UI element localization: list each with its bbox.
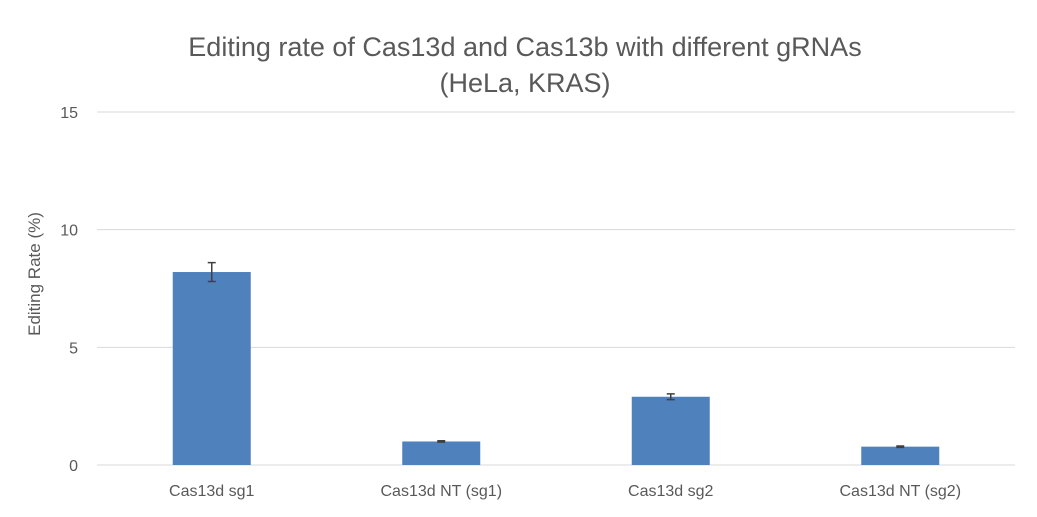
bars [172, 272, 940, 465]
error-bar-3 [896, 445, 905, 449]
x-tick-label-2: Cas13d sg2 [628, 483, 713, 500]
bar-3 [861, 446, 940, 465]
x-tick-label-3: Cas13d NT (sg2) [839, 483, 961, 500]
y-tick-label-1: 5 [69, 340, 78, 357]
x-tick-labels: Cas13d sg1 Cas13d NT (sg1) Cas13d sg2 Cas13… [169, 483, 961, 500]
chart-subtitle: (HeLa, KRAS) [439, 68, 610, 98]
x-tick-label-0: Cas13d sg1 [169, 483, 254, 500]
chart-title: Editing rate of Cas13d and Cas13b with d… [188, 32, 861, 62]
y-tick-label-3: 15 [60, 105, 78, 122]
error-bar-2 [666, 393, 675, 401]
y-tick-labels: 0 5 10 15 [60, 105, 78, 475]
bar-1 [402, 441, 481, 465]
error-bar-0 [207, 261, 216, 283]
bar-2 [631, 396, 710, 465]
y-tick-label-0: 0 [69, 458, 78, 475]
y-axis-title: Editing Rate (%) [25, 212, 44, 336]
x-tick-label-1: Cas13d NT (sg1) [380, 483, 502, 500]
bar-0 [172, 272, 251, 465]
error-bars [207, 261, 905, 449]
y-tick-label-2: 10 [60, 223, 78, 240]
error-bar-1 [437, 440, 446, 443]
